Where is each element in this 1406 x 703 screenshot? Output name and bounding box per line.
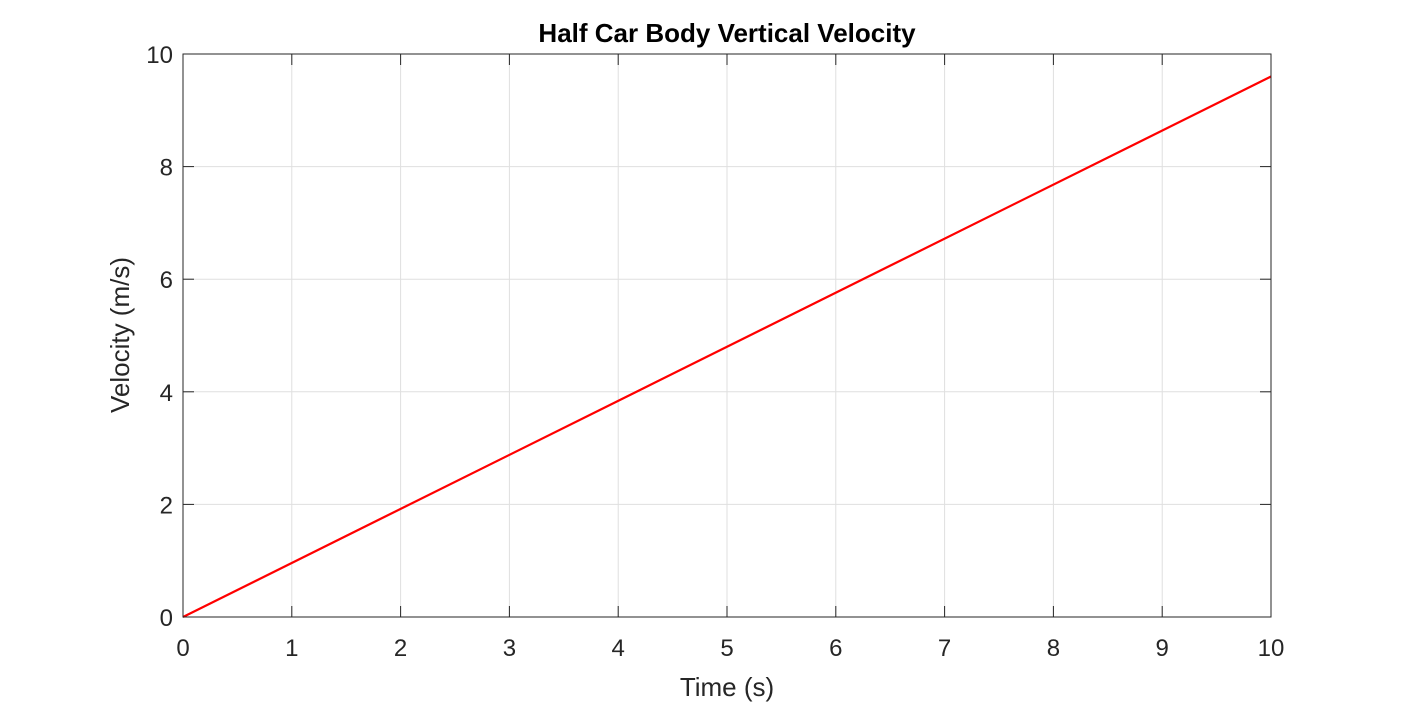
y-tick-label: 6 bbox=[160, 267, 173, 294]
y-tick-label: 2 bbox=[160, 492, 173, 519]
x-tick-label: 2 bbox=[394, 635, 407, 662]
y-tick-labels: 0 2 4 6 8 10 bbox=[146, 42, 173, 632]
x-tick-label: 6 bbox=[829, 635, 842, 662]
x-tick-labels: 0 1 2 3 4 5 6 7 8 9 10 bbox=[176, 635, 1284, 662]
x-tick-label: 10 bbox=[1258, 635, 1285, 662]
y-tick-label: 4 bbox=[160, 380, 173, 407]
x-tick-label: 0 bbox=[176, 635, 189, 662]
y-tick-label: 10 bbox=[146, 42, 173, 69]
x-tick-label: 8 bbox=[1047, 635, 1060, 662]
y-axis-label: Velocity (m/s) bbox=[105, 257, 135, 413]
x-axis-label: Time (s) bbox=[680, 672, 774, 702]
series-line bbox=[182, 75, 1272, 618]
y-tick-label: 0 bbox=[160, 605, 173, 632]
ticks bbox=[182, 53, 1272, 618]
x-tick-label: 7 bbox=[938, 635, 951, 662]
series-layer bbox=[182, 75, 1272, 618]
x-tick-label: 5 bbox=[720, 635, 733, 662]
x-tick-label: 9 bbox=[1156, 635, 1169, 662]
grid bbox=[183, 54, 1271, 617]
y-tick-label: 8 bbox=[160, 155, 173, 182]
x-tick-label: 3 bbox=[503, 635, 516, 662]
x-tick-label: 1 bbox=[285, 635, 298, 662]
x-tick-label: 4 bbox=[612, 635, 625, 662]
chart-title: Half Car Body Vertical Velocity bbox=[538, 18, 916, 48]
